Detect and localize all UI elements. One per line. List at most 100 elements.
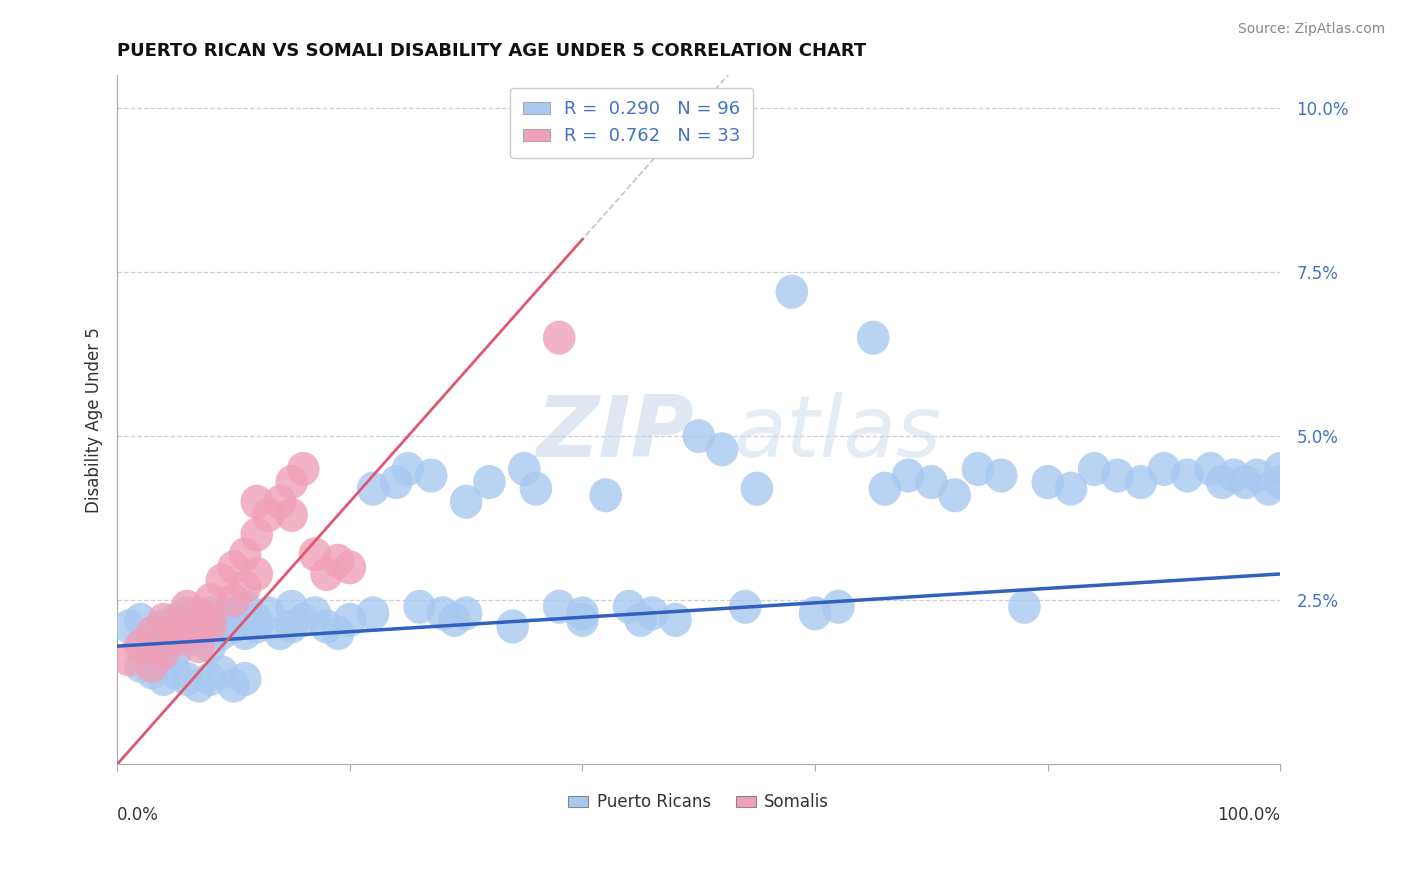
Legend: R =  0.290   N = 96, R =  0.762   N = 33: R = 0.290 N = 96, R = 0.762 N = 33 bbox=[510, 87, 754, 158]
Ellipse shape bbox=[229, 662, 262, 696]
Ellipse shape bbox=[124, 629, 156, 664]
Ellipse shape bbox=[252, 596, 284, 631]
Ellipse shape bbox=[636, 596, 668, 631]
Ellipse shape bbox=[205, 564, 238, 598]
Ellipse shape bbox=[439, 603, 471, 637]
Ellipse shape bbox=[311, 557, 343, 591]
Ellipse shape bbox=[706, 433, 738, 467]
Ellipse shape bbox=[148, 603, 180, 637]
Ellipse shape bbox=[240, 603, 273, 637]
Ellipse shape bbox=[298, 596, 332, 631]
Ellipse shape bbox=[380, 465, 412, 500]
Ellipse shape bbox=[392, 452, 425, 486]
Ellipse shape bbox=[543, 590, 575, 624]
Ellipse shape bbox=[205, 616, 238, 650]
Ellipse shape bbox=[776, 275, 808, 309]
Ellipse shape bbox=[194, 596, 226, 631]
Ellipse shape bbox=[264, 484, 297, 519]
Ellipse shape bbox=[357, 596, 389, 631]
Ellipse shape bbox=[159, 616, 191, 650]
Ellipse shape bbox=[1241, 458, 1274, 492]
Ellipse shape bbox=[136, 648, 169, 683]
Ellipse shape bbox=[170, 662, 204, 696]
Ellipse shape bbox=[287, 603, 319, 637]
Ellipse shape bbox=[217, 596, 250, 631]
Ellipse shape bbox=[741, 472, 773, 506]
Ellipse shape bbox=[567, 596, 599, 631]
Ellipse shape bbox=[240, 517, 273, 551]
Ellipse shape bbox=[217, 550, 250, 584]
Ellipse shape bbox=[240, 557, 273, 591]
Ellipse shape bbox=[986, 458, 1018, 492]
Ellipse shape bbox=[170, 609, 204, 643]
Ellipse shape bbox=[194, 609, 226, 643]
Ellipse shape bbox=[159, 609, 191, 643]
Ellipse shape bbox=[148, 623, 180, 657]
Ellipse shape bbox=[496, 609, 529, 643]
Ellipse shape bbox=[287, 452, 319, 486]
Ellipse shape bbox=[1008, 590, 1040, 624]
Ellipse shape bbox=[159, 656, 191, 690]
Ellipse shape bbox=[962, 452, 994, 486]
Ellipse shape bbox=[264, 616, 297, 650]
Ellipse shape bbox=[276, 609, 308, 643]
Ellipse shape bbox=[322, 616, 354, 650]
Ellipse shape bbox=[148, 609, 180, 643]
Ellipse shape bbox=[1078, 452, 1111, 486]
Ellipse shape bbox=[252, 498, 284, 532]
Ellipse shape bbox=[136, 616, 169, 650]
Ellipse shape bbox=[404, 590, 436, 624]
Ellipse shape bbox=[159, 636, 191, 670]
Ellipse shape bbox=[333, 603, 366, 637]
Ellipse shape bbox=[1264, 452, 1296, 486]
Ellipse shape bbox=[311, 609, 343, 643]
Ellipse shape bbox=[543, 320, 575, 355]
Ellipse shape bbox=[194, 662, 226, 696]
Ellipse shape bbox=[508, 452, 540, 486]
Ellipse shape bbox=[276, 498, 308, 532]
Ellipse shape bbox=[298, 537, 332, 572]
Ellipse shape bbox=[1171, 458, 1204, 492]
Ellipse shape bbox=[1032, 465, 1064, 500]
Ellipse shape bbox=[170, 623, 204, 657]
Ellipse shape bbox=[1194, 452, 1227, 486]
Ellipse shape bbox=[136, 629, 169, 664]
Ellipse shape bbox=[624, 603, 657, 637]
Ellipse shape bbox=[240, 609, 273, 643]
Ellipse shape bbox=[1229, 465, 1261, 500]
Ellipse shape bbox=[472, 465, 506, 500]
Text: ZIP: ZIP bbox=[536, 392, 693, 475]
Ellipse shape bbox=[1101, 458, 1133, 492]
Ellipse shape bbox=[112, 642, 145, 676]
Ellipse shape bbox=[194, 629, 226, 664]
Ellipse shape bbox=[567, 603, 599, 637]
Ellipse shape bbox=[136, 616, 169, 650]
Text: 100.0%: 100.0% bbox=[1218, 805, 1281, 823]
Ellipse shape bbox=[333, 550, 366, 584]
Ellipse shape bbox=[426, 596, 460, 631]
Ellipse shape bbox=[217, 609, 250, 643]
Ellipse shape bbox=[682, 419, 716, 453]
Ellipse shape bbox=[1054, 472, 1087, 506]
Ellipse shape bbox=[1147, 452, 1180, 486]
Text: Source: ZipAtlas.com: Source: ZipAtlas.com bbox=[1237, 22, 1385, 37]
Ellipse shape bbox=[170, 616, 204, 650]
Ellipse shape bbox=[194, 603, 226, 637]
Ellipse shape bbox=[613, 590, 645, 624]
Ellipse shape bbox=[183, 616, 215, 650]
Ellipse shape bbox=[659, 603, 692, 637]
Ellipse shape bbox=[229, 616, 262, 650]
Ellipse shape bbox=[823, 590, 855, 624]
Ellipse shape bbox=[891, 458, 924, 492]
Ellipse shape bbox=[1206, 465, 1239, 500]
Ellipse shape bbox=[112, 609, 145, 643]
Ellipse shape bbox=[205, 603, 238, 637]
Ellipse shape bbox=[357, 472, 389, 506]
Ellipse shape bbox=[148, 636, 180, 670]
Text: atlas: atlas bbox=[734, 392, 942, 475]
Ellipse shape bbox=[1264, 465, 1296, 500]
Text: PUERTO RICAN VS SOMALI DISABILITY AGE UNDER 5 CORRELATION CHART: PUERTO RICAN VS SOMALI DISABILITY AGE UN… bbox=[117, 42, 866, 60]
Ellipse shape bbox=[183, 668, 215, 703]
Ellipse shape bbox=[450, 596, 482, 631]
Ellipse shape bbox=[124, 648, 156, 683]
